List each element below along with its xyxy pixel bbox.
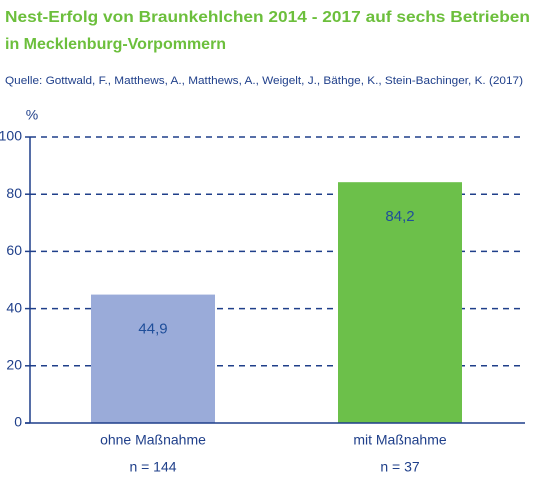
value-label: 44,9 [138, 321, 167, 338]
bar [91, 294, 215, 423]
bar [338, 182, 462, 423]
category-note: n = 144 [129, 459, 176, 475]
y-tick-label: 80 [6, 185, 22, 201]
chart-subtitle: Quelle: Gottwald, F., Matthews, A., Matt… [5, 75, 523, 87]
y-tick-label: 20 [6, 357, 22, 373]
y-tick-label: 0 [14, 414, 22, 430]
y-axis-label: % [26, 107, 38, 123]
y-tick-label: 60 [6, 242, 22, 258]
category-note: n = 37 [380, 459, 420, 475]
chart-title: Nest-Erfolg von Braunkehlchen 2014 - 201… [5, 9, 530, 26]
value-label: 84,2 [385, 208, 414, 225]
x-tick-label: mit Maßnahme [353, 432, 447, 448]
x-tick-label: ohne Maßnahme [100, 432, 206, 448]
y-tick-label: 100 [0, 128, 22, 144]
y-tick-label: 40 [6, 299, 22, 315]
chart-title: in Mecklenburg-Vorpommern [5, 36, 226, 53]
